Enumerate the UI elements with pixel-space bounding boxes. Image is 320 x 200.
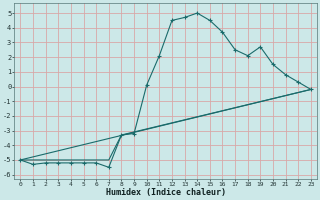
X-axis label: Humidex (Indice chaleur): Humidex (Indice chaleur) (106, 188, 226, 197)
